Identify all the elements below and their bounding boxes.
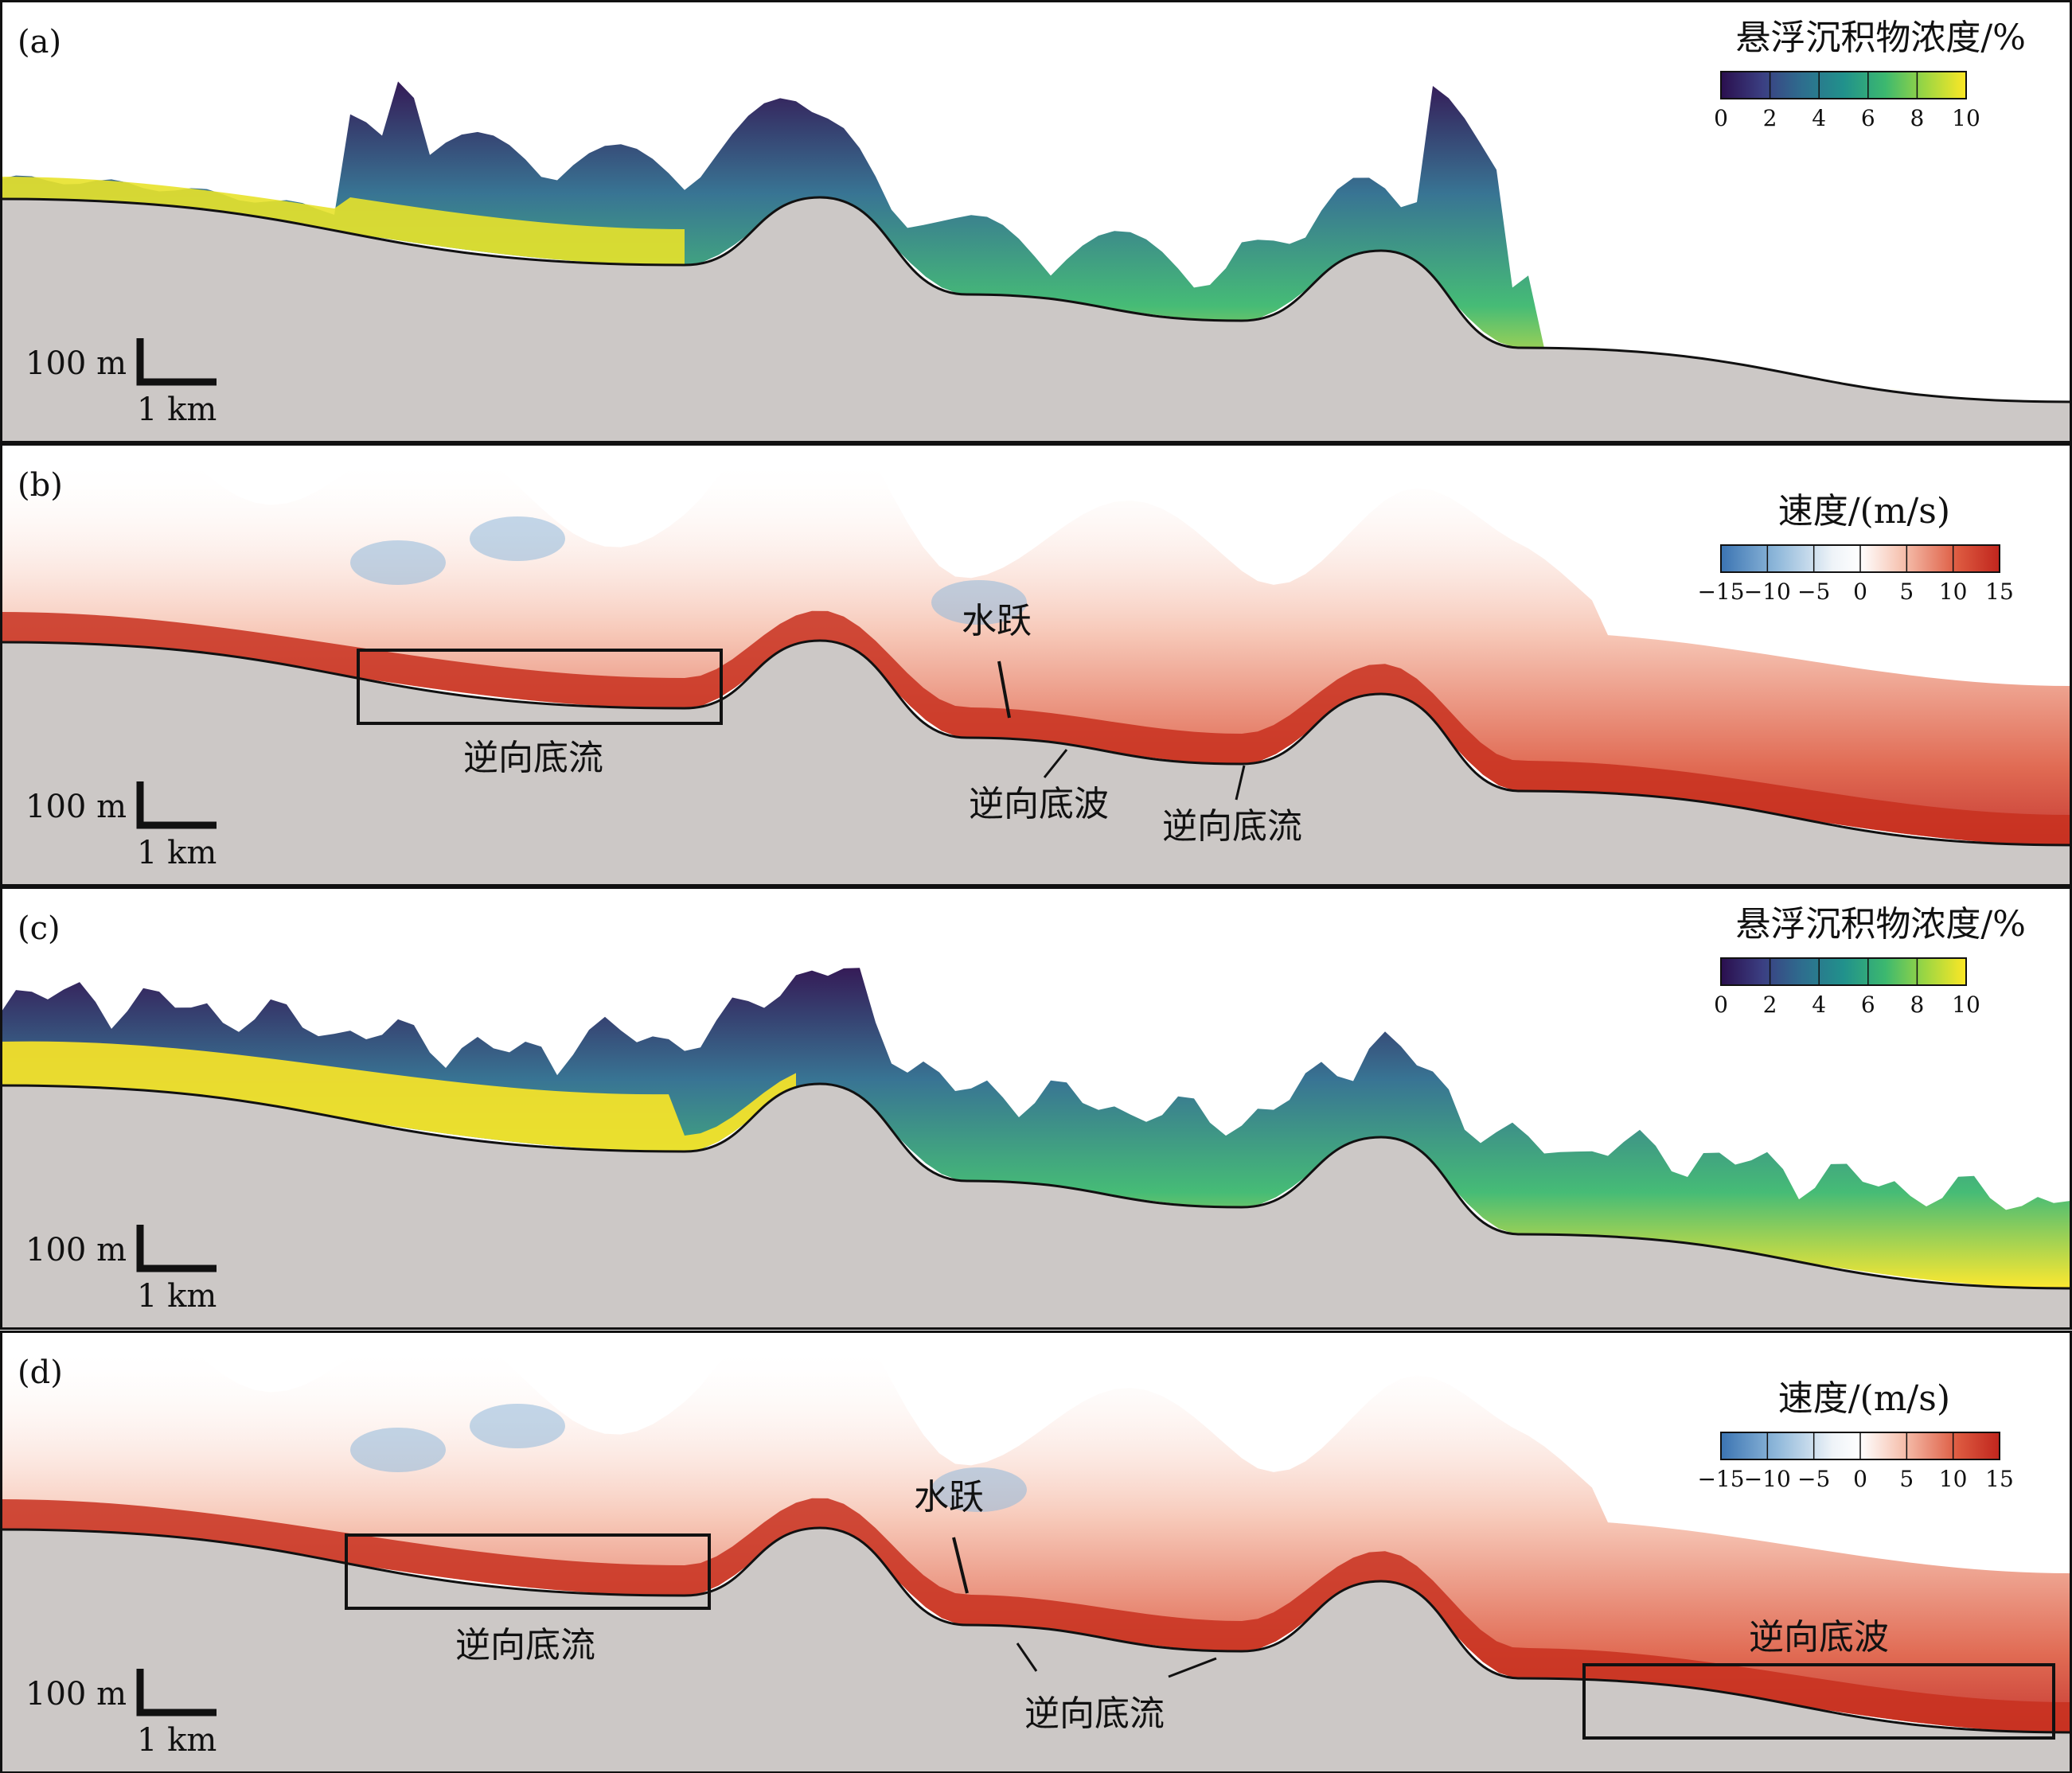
colorbar-tick-label: 2 — [1763, 992, 1777, 1018]
reverse-flow-patch — [350, 1428, 446, 1472]
colorbar-tick-label: 6 — [1861, 105, 1875, 131]
seabed-outline — [0, 1082, 2072, 1290]
panel-d: (d) 100 m 1 km 速度/(m/s) −15 −10 −5 0 5 10 15 逆向底流 水跃… — [0, 1331, 2072, 1773]
colorbar — [1720, 957, 1967, 986]
annotation-leader — [952, 1537, 969, 1594]
reverse-flow-patch — [470, 1404, 565, 1448]
scale-vertical-label: 100 m — [25, 1676, 127, 1713]
near-bed-jet — [0, 610, 2072, 845]
annotation-label: 逆向底流 — [463, 738, 603, 778]
colorbar-tick-label: 10 — [1939, 579, 1968, 605]
panel-frame — [0, 0, 2072, 443]
scale-horizontal-label: 1 km — [137, 1722, 217, 1759]
annotation-leader — [1168, 1657, 1217, 1678]
scale-bar — [136, 781, 217, 829]
annotation-label: 逆向底流 — [1024, 1693, 1165, 1734]
annotation-label: 逆向底波 — [1749, 1617, 1889, 1658]
panel-label: (b) — [18, 467, 63, 504]
annotation-label: 逆向底流 — [1162, 806, 1302, 847]
annotation-leader — [1043, 749, 1068, 778]
colorbar-tick-label: −10 — [1744, 1466, 1791, 1492]
panel-a: (a) 100 m 1 km 悬浮沉积物浓度/% 0 2 4 6 8 10 — [0, 0, 2072, 443]
annotation-label: 逆向底波 — [969, 784, 1109, 824]
colorbar-tick-label: 0 — [1853, 579, 1867, 605]
colorbar-tick-label: −15 — [1697, 1466, 1744, 1492]
seabed-outline — [0, 196, 2072, 403]
colorbar-tick-label: 8 — [1910, 105, 1924, 131]
seabed-outline — [0, 1526, 2072, 1734]
panel-frame — [0, 443, 2072, 886]
reverse-flow-patch — [350, 540, 446, 585]
panel-b: (b) 100 m 1 km 速度/(m/s) −15 −10 −5 0 5 10 15 逆向底流 水跃… — [0, 443, 2072, 886]
reverse-flow-patch — [931, 1467, 1027, 1512]
scale-vertical-label: 100 m — [25, 1232, 127, 1268]
annotation-label: 水跃 — [914, 1477, 984, 1518]
annotation-leader — [997, 660, 1011, 719]
colorbar-title: 速度/(m/s) — [1778, 1378, 1950, 1419]
panel-frame — [0, 886, 2072, 1330]
colorbar-tick-label: 0 — [1714, 992, 1728, 1018]
high-concentration-layer — [0, 1041, 796, 1151]
reverse-flow-patch — [931, 580, 1027, 625]
colorbar-tick-label: 0 — [1853, 1466, 1867, 1492]
panel-label: (d) — [18, 1354, 63, 1391]
scale-horizontal-label: 1 km — [137, 1278, 217, 1315]
annotation-leader — [1016, 1642, 1038, 1672]
colorbar-tick-label: 2 — [1763, 105, 1777, 131]
colorbar-tick-label: −5 — [1797, 1466, 1830, 1492]
colorbar-tick-label: 8 — [1910, 992, 1924, 1018]
suspended-sediment-flow — [0, 81, 2072, 403]
scale-vertical-label: 100 m — [25, 345, 127, 382]
near-bed-jet — [0, 1498, 2072, 1732]
colorbar-tick-label: 4 — [1812, 992, 1826, 1018]
scale-bar — [136, 338, 217, 386]
scale-horizontal-label: 1 km — [137, 835, 217, 871]
colorbar-tick-label: 0 — [1714, 105, 1728, 131]
colorbar-title: 悬浮沉积物浓度/% — [1735, 904, 2026, 945]
scale-vertical-label: 100 m — [25, 789, 127, 825]
colorbar-title: 速度/(m/s) — [1778, 491, 1950, 532]
seabed-outline — [0, 639, 2072, 847]
colorbar-tick-label: 10 — [1939, 1466, 1968, 1492]
scale-bar — [136, 1669, 217, 1716]
high-concentration-layer — [0, 177, 685, 265]
suspended-sediment-flow — [0, 968, 2072, 1288]
colorbar-tick-label: 15 — [1985, 1466, 2014, 1492]
colorbar-tick-label: −5 — [1797, 579, 1830, 605]
annotation-box — [357, 649, 723, 725]
annotation-box — [345, 1533, 711, 1610]
panel-c: (c) 100 m 1 km 悬浮沉积物浓度/% 0 2 4 6 8 10 — [0, 886, 2072, 1330]
colorbar-tick-label: −10 — [1744, 579, 1791, 605]
scale-horizontal-label: 1 km — [137, 392, 217, 428]
colorbar-title: 悬浮沉积物浓度/% — [1735, 18, 2026, 58]
colorbar-tick-label: 10 — [1952, 105, 1980, 131]
annotation-leader — [1235, 765, 1246, 801]
colorbar-tick-label: 6 — [1861, 992, 1875, 1018]
colorbar-tick-label: 15 — [1985, 579, 2014, 605]
colorbar-tick-label: −15 — [1697, 579, 1744, 605]
panel-label: (a) — [18, 24, 61, 60]
annotation-label: 逆向底流 — [455, 1625, 595, 1666]
reverse-flow-patch — [470, 516, 565, 561]
colorbar-tick-label: 4 — [1812, 105, 1826, 131]
annotation-label: 水跃 — [962, 601, 1032, 641]
colorbar-tick-label: 10 — [1952, 992, 1980, 1018]
colorbar-tick-label: 5 — [1899, 1466, 1914, 1492]
panel-label: (c) — [18, 910, 60, 947]
colorbar-tick-label: 5 — [1899, 579, 1914, 605]
scale-bar — [136, 1225, 217, 1272]
colorbar — [1720, 71, 1967, 99]
annotation-box — [1582, 1663, 2055, 1740]
